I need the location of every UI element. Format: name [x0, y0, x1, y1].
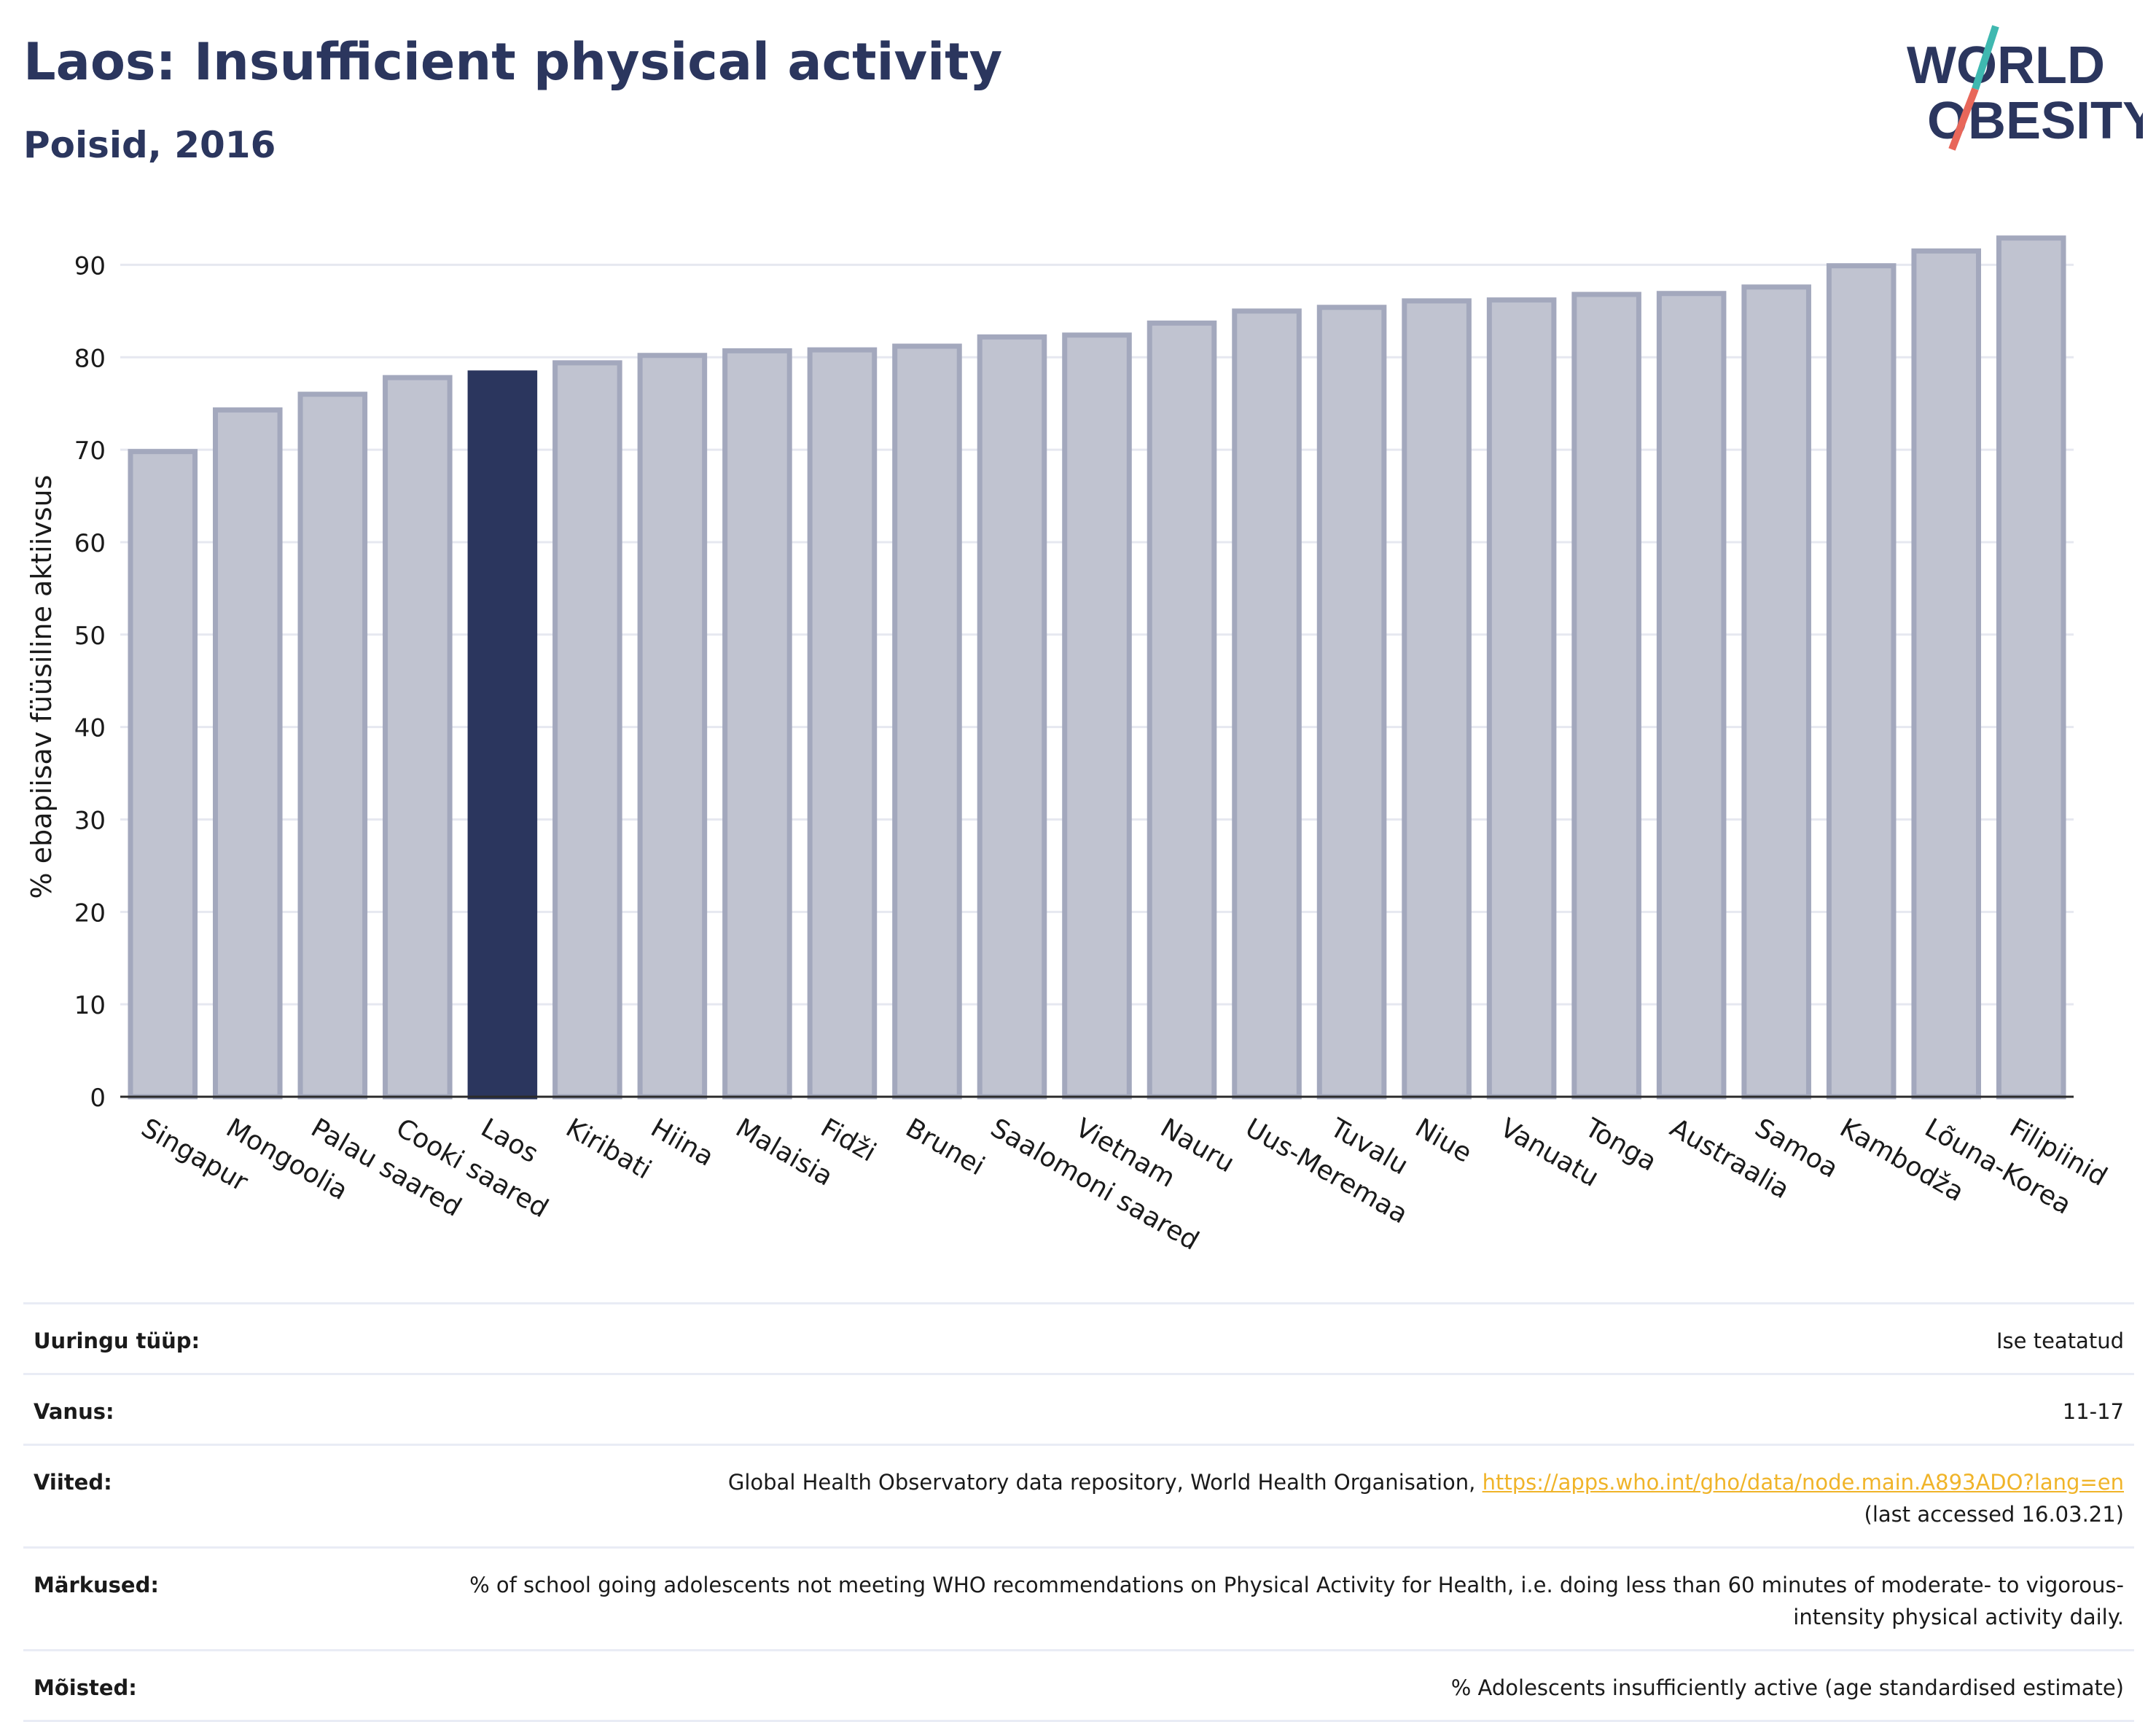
y-tick-label: 40 — [74, 714, 106, 743]
info-key: Uuringu tüüp: — [23, 1302, 423, 1374]
y-tick-label: 20 — [74, 899, 106, 928]
bar-l-una-korea — [1911, 248, 1981, 1100]
info-table: Uuringu tüüp: Ise teatatud Vanus: 11-17 Viit… — [23, 1302, 2134, 1722]
chart-title: Laos: Insufficient physical activity — [23, 32, 1003, 92]
bar-filipiinid — [1996, 235, 2066, 1100]
bar-cooki-saared — [383, 375, 453, 1100]
info-value-text: Ise teatatud — [1996, 1328, 2124, 1353]
reference-link[interactable]: https://apps.who.int/gho/data/node.main.… — [1482, 1470, 2124, 1495]
bar-mongoolia — [213, 407, 283, 1100]
bar-kiribati — [552, 360, 622, 1100]
logo-line1: WORLD — [1907, 36, 2105, 95]
info-value: Global Health Observatory data repositor… — [423, 1444, 2134, 1548]
bar-nauru — [1147, 320, 1217, 1100]
info-row: Viited: Global Health Observatory data re… — [23, 1444, 2134, 1548]
info-value-text: 11-17 — [2062, 1399, 2124, 1424]
info-key: Märkused: — [23, 1546, 423, 1651]
x-tick-label: Brunei — [900, 1113, 989, 1181]
info-value: % Adolescents insufficiently active (age… — [423, 1649, 2134, 1722]
chart-subtitle: Poisid, 2016 — [23, 124, 276, 166]
world-obesity-logo: WORLD OBESITY — [1907, 25, 2143, 151]
y-axis-ticks: 0 10 20 30 40 50 60 70 80 90 — [74, 251, 106, 1113]
y-tick-label: 60 — [74, 529, 106, 558]
y-tick-label: 0 — [90, 1084, 106, 1113]
y-tick-label: 80 — [74, 344, 106, 373]
bar-austraalia — [1656, 291, 1727, 1100]
info-value-text: % of school going adolescents not meetin… — [469, 1573, 2124, 1629]
bar-vietnam — [1062, 332, 1132, 1100]
bar-tuvalu — [1316, 305, 1387, 1100]
bar-samoa — [1741, 284, 1811, 1100]
x-tick-label: Kiribati — [561, 1113, 656, 1185]
info-value-text: Global Health Observatory data repositor… — [727, 1470, 1483, 1495]
info-key: Mõisted: — [23, 1649, 423, 1722]
bar-chart: 0 10 20 30 40 50 60 70 80 90 SingapurMongooliaPal… — [26, 235, 2112, 1256]
x-tick-label: Hiina — [646, 1113, 719, 1172]
info-value-text: % Adolescents insufficiently active (age… — [1450, 1675, 2124, 1700]
x-tick-label: Malaisia — [730, 1113, 837, 1192]
y-tick-label: 30 — [74, 806, 106, 835]
bar-laos — [467, 370, 538, 1100]
bar-hiina — [637, 353, 708, 1100]
bar-uus-meremaa — [1232, 308, 1302, 1100]
bar-tonga — [1571, 291, 1641, 1100]
info-value: % of school going adolescents not meetin… — [423, 1546, 2134, 1651]
bar-palau-saared — [297, 391, 368, 1100]
logo-slash-coral — [1948, 87, 1979, 151]
info-value: 11-17 — [423, 1373, 2134, 1445]
y-tick-label: 90 — [74, 251, 106, 281]
logo-slash-teal — [1972, 25, 1999, 90]
y-tick-label: 10 — [74, 991, 106, 1020]
bar-fid-i — [807, 347, 878, 1100]
info-value: Ise teatatud — [423, 1302, 2134, 1374]
y-tick-label: 70 — [74, 437, 106, 466]
bar-kambod-a — [1826, 263, 1897, 1100]
info-key: Viited: — [23, 1444, 423, 1548]
x-tick-label: Niue — [1410, 1113, 1477, 1168]
bar-brunei — [892, 343, 962, 1100]
info-row: Mõisted: % Adolescents insufficiently act… — [23, 1649, 2134, 1722]
bar-malaisia — [722, 348, 792, 1100]
info-row: Vanus: 11-17 — [23, 1373, 2134, 1445]
bar-vanuatu — [1486, 297, 1557, 1100]
y-axis-label: % ebapiisav füüsiline aktiivsus — [26, 475, 58, 899]
y-tick-label: 50 — [74, 622, 106, 651]
info-row: Märkused: % of school going adolescents n… — [23, 1546, 2134, 1651]
info-key: Vanus: — [23, 1373, 423, 1445]
info-row: Uuringu tüüp: Ise teatatud — [23, 1302, 2134, 1374]
bars — [128, 235, 2066, 1100]
bar-saalomoni-saared — [977, 334, 1047, 1100]
bar-niue — [1402, 298, 1472, 1100]
info-value-note: (last accessed 16.03.21) — [1864, 1502, 2124, 1527]
bar-singapur — [128, 449, 198, 1100]
